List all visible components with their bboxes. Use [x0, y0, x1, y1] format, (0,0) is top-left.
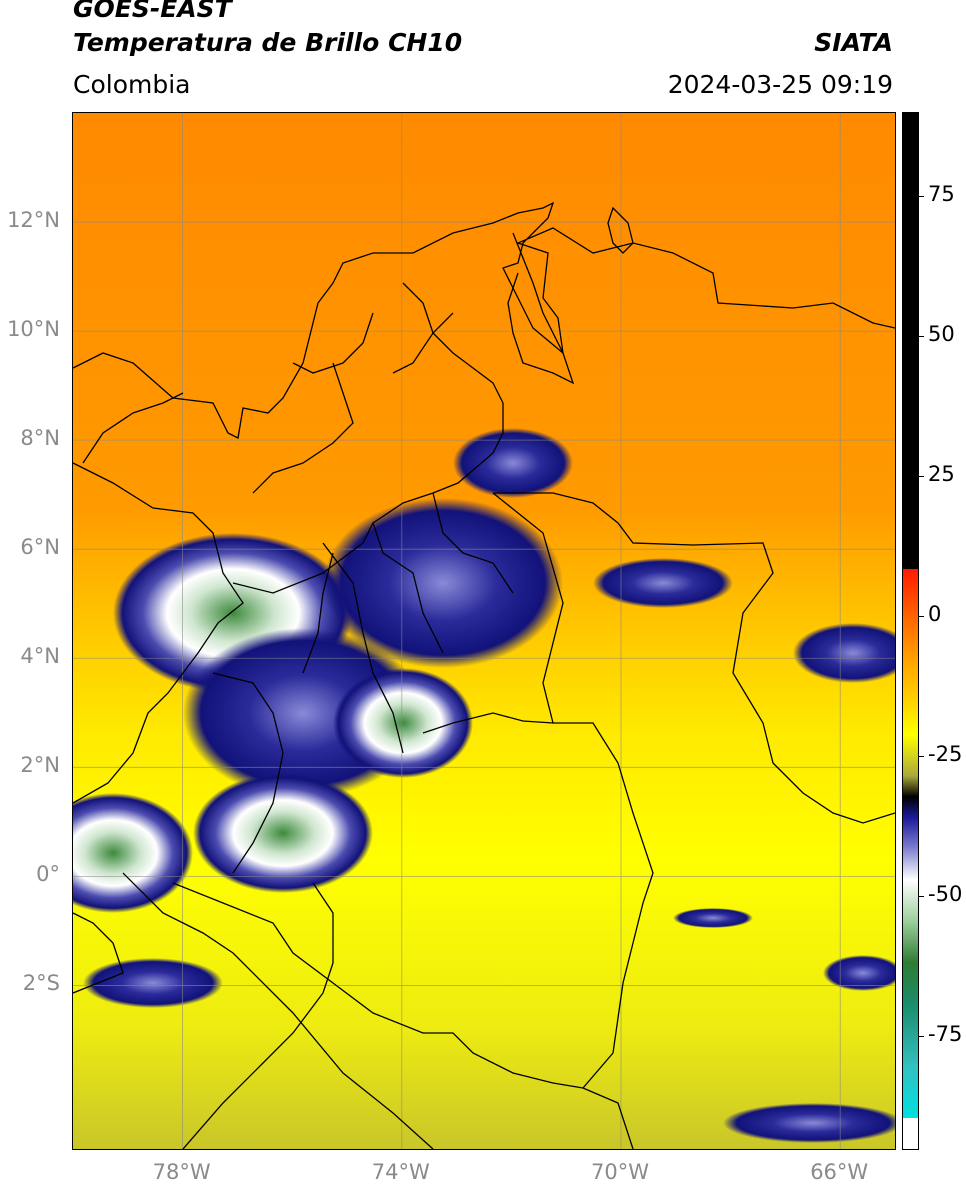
colorbar-tick — [918, 616, 924, 617]
colorbar-tick-label: 25 — [928, 462, 955, 486]
region-label: Colombia — [73, 70, 191, 99]
lat-label: 10°N — [7, 317, 60, 342]
lat-label: 4°N — [20, 644, 60, 669]
colorbar-tick-label: 75 — [928, 182, 955, 206]
colorbar-tick — [918, 476, 924, 477]
datetime-label: 2024-03-25 09:19 — [667, 70, 893, 99]
colorbar-tick-label: 50 — [928, 322, 955, 346]
lat-label: 0° — [36, 862, 60, 887]
colorbar — [902, 112, 919, 1150]
cloud-systems — [73, 428, 895, 1143]
lat-label: 2°S — [22, 971, 60, 996]
lon-label: 78°W — [152, 1160, 211, 1184]
lon-label: 66°W — [810, 1160, 869, 1184]
product-title: Temperatura de Brillo CH10 — [73, 28, 463, 57]
colorbar-tick — [918, 336, 924, 337]
colorbar-tick-label: 0 — [928, 602, 942, 626]
lat-label: 2°N — [20, 753, 60, 778]
lat-label: 8°N — [20, 426, 60, 451]
satellite-title: GOES-EAST — [73, 0, 232, 23]
agency-label: SIATA — [814, 28, 893, 57]
lat-label: 6°N — [20, 535, 60, 560]
colorbar-tick — [918, 896, 924, 897]
colorbar-tick — [918, 756, 924, 757]
borders — [73, 201, 895, 1149]
colorbar-gradient — [903, 113, 918, 1149]
lon-label: 74°W — [371, 1160, 430, 1184]
colorbar-tick — [918, 1036, 924, 1037]
gridlines — [73, 113, 895, 1149]
colorbar-tick-label: -50 — [928, 882, 963, 906]
map-canvas — [73, 113, 895, 1149]
colorbar-tick-label: -75 — [928, 1022, 963, 1046]
satellite-map[interactable] — [72, 112, 896, 1150]
lon-label: 70°W — [591, 1160, 649, 1184]
colorbar-tick — [918, 196, 924, 197]
lat-label: 12°N — [7, 208, 60, 233]
colorbar-tick-label: -25 — [928, 742, 963, 766]
